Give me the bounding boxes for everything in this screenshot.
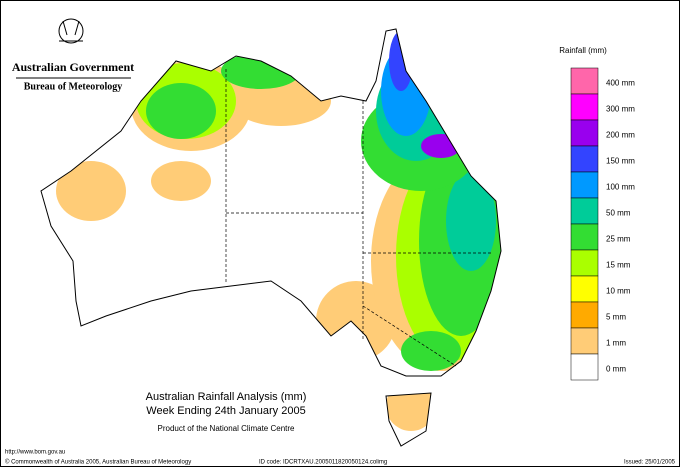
legend-label: 150 mm — [606, 157, 635, 166]
logo — [58, 18, 84, 44]
legend-label: 400 mm — [606, 79, 635, 88]
legend-swatch — [570, 249, 599, 277]
legend-label: 100 mm — [606, 183, 635, 192]
legend-label: 15 mm — [606, 261, 631, 270]
legend-swatch — [570, 67, 599, 95]
legend-label: 300 mm — [606, 105, 635, 114]
legend-swatch — [570, 145, 599, 173]
legend-swatch — [570, 353, 599, 381]
footer-copyright: © Commonwealth of Australia 2005, Austra… — [5, 459, 191, 466]
footer-issued: Issued: 25/01/2005 — [624, 460, 676, 466]
legend-swatch — [570, 171, 599, 199]
legend-swatch — [570, 275, 599, 303]
legend-label: 50 mm — [606, 209, 631, 218]
legend-label: 0 mm — [606, 365, 626, 374]
caption-product: Product of the National Climate Centre — [158, 424, 296, 433]
footer-id: ID code: IDCRTXAU.2005011820050124.colim… — [259, 460, 387, 466]
agency-name: Australian Government — [12, 60, 134, 74]
caption-period: Week Ending 24th January 2005 — [146, 405, 305, 417]
legend-swatch — [570, 197, 599, 225]
state-borders — [225, 69, 491, 367]
coastline — [40, 28, 502, 447]
legend-swatch — [570, 223, 599, 251]
legend-label: 5 mm — [606, 313, 626, 322]
legend-label: 10 mm — [606, 287, 631, 296]
legend-swatch — [570, 327, 599, 355]
caption-title: Australian Rainfall Analysis (mm) — [146, 391, 307, 403]
legend-swatch — [570, 93, 599, 121]
legend-title: Rainfall (mm) — [559, 46, 607, 55]
bureau-name: Bureau of Meteorology — [24, 81, 123, 92]
legend-swatch — [570, 119, 599, 147]
footer-url: http://www.bom.gov.au — [5, 450, 65, 456]
legend-label: 1 mm — [606, 339, 626, 348]
legend-swatch — [570, 301, 599, 329]
legend-label: 25 mm — [606, 235, 631, 244]
legend-label: 200 mm — [606, 131, 635, 140]
